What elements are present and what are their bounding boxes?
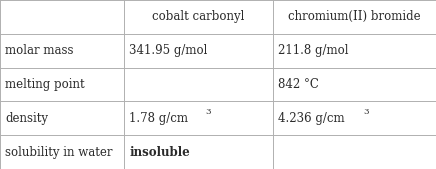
Text: 3: 3 [364, 108, 369, 116]
Text: 1.78 g/cm: 1.78 g/cm [129, 112, 188, 125]
Text: solubility in water: solubility in water [5, 146, 113, 159]
Text: density: density [5, 112, 48, 125]
Text: chromium(II) bromide: chromium(II) bromide [288, 10, 421, 23]
Text: molar mass: molar mass [5, 44, 74, 57]
Text: insoluble: insoluble [129, 146, 190, 159]
Text: 3: 3 [206, 108, 211, 116]
Text: 211.8 g/mol: 211.8 g/mol [278, 44, 348, 57]
Text: cobalt carbonyl: cobalt carbonyl [152, 10, 245, 23]
Text: 4.236 g/cm: 4.236 g/cm [278, 112, 344, 125]
Text: 842 °C: 842 °C [278, 78, 319, 91]
Text: 341.95 g/mol: 341.95 g/mol [129, 44, 208, 57]
Text: melting point: melting point [5, 78, 85, 91]
